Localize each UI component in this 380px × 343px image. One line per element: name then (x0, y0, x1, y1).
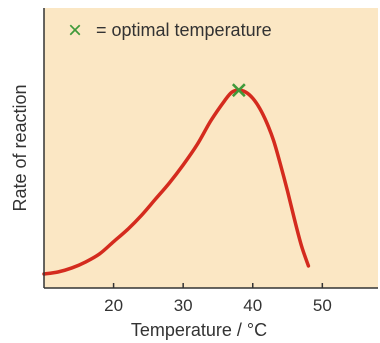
x-tick-label: 20 (104, 296, 123, 315)
x-axis-title: Temperature / °C (131, 320, 267, 340)
x-tick-label: 40 (243, 296, 262, 315)
optimal-temperature-marker (231, 83, 246, 98)
optimum-cross-stroke (231, 83, 246, 98)
x-ticks: 20 30 40 50 (104, 283, 332, 315)
plot-background (44, 8, 378, 288)
x-tick-label: 30 (174, 296, 193, 315)
legend-cross-symbol: × (68, 17, 82, 44)
rate-curve (42, 88, 311, 276)
legend: × = optimal temperature (68, 17, 272, 44)
legend-label: = optimal temperature (96, 20, 272, 40)
x-tick-label: 50 (313, 296, 332, 315)
y-axis-title: Rate of reaction (10, 84, 30, 211)
